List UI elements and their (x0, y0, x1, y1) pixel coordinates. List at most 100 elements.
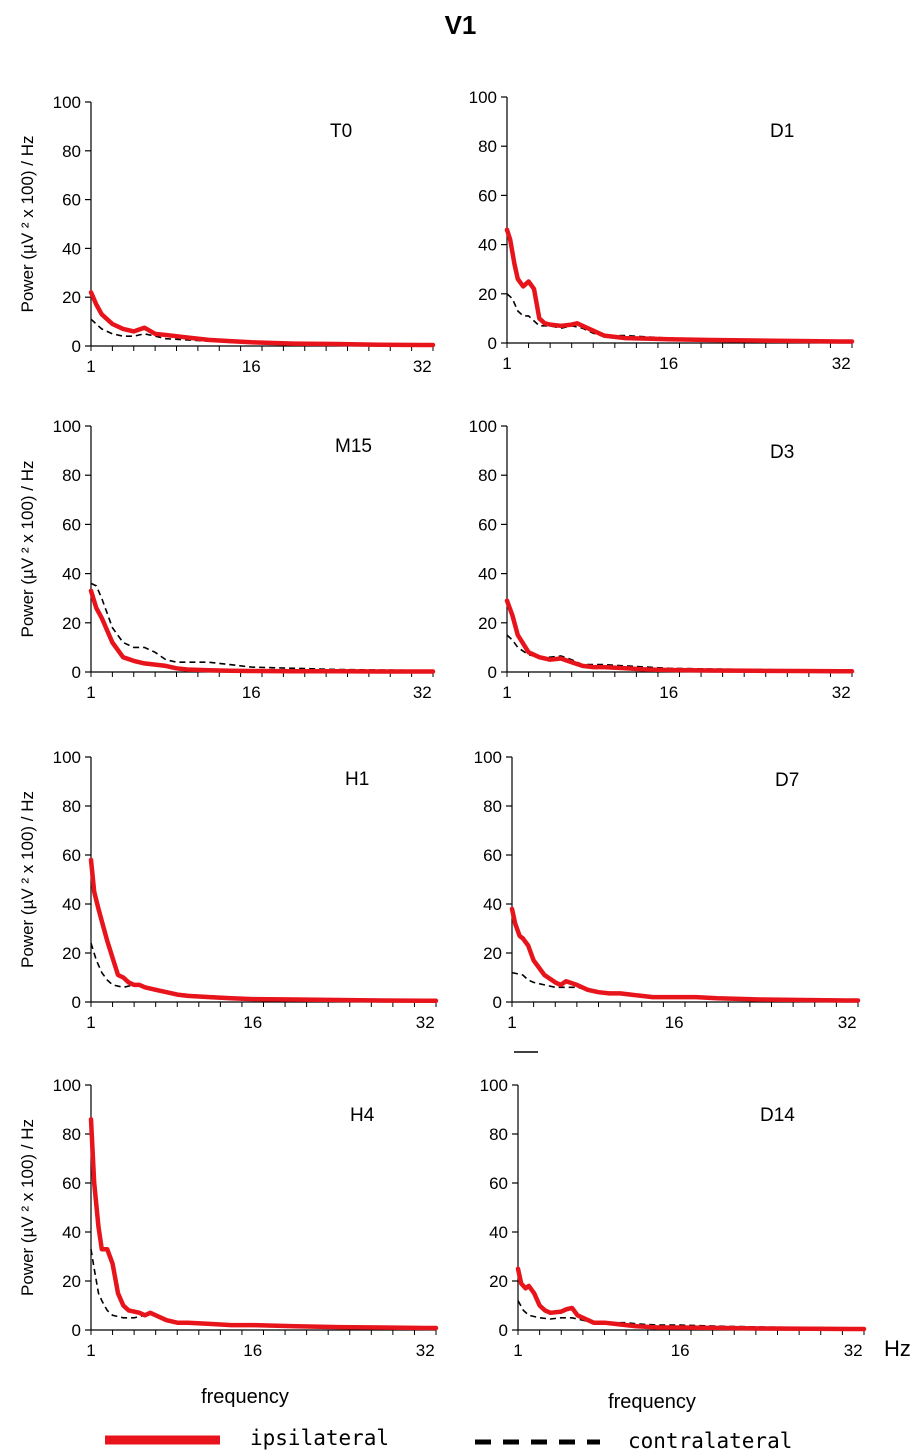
y-tick-label: 40 (62, 239, 81, 258)
x-tick-label: 32 (413, 683, 432, 702)
y-axis-label: Power (µV ² x 100) / Hz (18, 135, 37, 312)
x-tick-label: 16 (665, 1013, 684, 1032)
series-ipsilateral (515, 1266, 867, 1332)
panel-d1: 0 20 40 60 80 100 1 16 32 D1 (469, 88, 855, 373)
y-tick-label: 80 (489, 1125, 508, 1144)
xlabel-left: frequency (201, 1386, 289, 1408)
x-tick-label: 16 (671, 1341, 690, 1360)
x-tick-label: 1 (502, 683, 511, 702)
panel-d3: 0 20 40 60 80 100 1 16 32 D3 (469, 417, 855, 702)
legend: ipsilateral contralateral (105, 1426, 792, 1453)
series-contralateral (506, 293, 852, 342)
x-tick-label: 1 (502, 354, 511, 373)
x-tick-label: 1 (86, 1013, 95, 1032)
x-tick-label: 32 (416, 1013, 435, 1032)
panel-h1: 0 20 40 60 80 100 1 16 32 H1 Power (µV ² x 100) / … (18, 748, 439, 1032)
y-tick-label: 40 (483, 895, 502, 914)
y-tick-label: 80 (62, 466, 81, 485)
panel-label: D7 (775, 770, 799, 791)
y-tick-label: 20 (478, 285, 497, 304)
y-tick-label: 40 (489, 1223, 508, 1242)
y-tick-label: 100 (480, 1076, 508, 1095)
x-tick-label: 1 (86, 683, 95, 702)
series-ipsilateral (88, 588, 436, 674)
series-ipsilateral (88, 290, 436, 348)
xlabel-right: frequency (608, 1391, 696, 1413)
panel-t0: 0 20 40 60 80 100 1 16 32 T0 Power (µV ² x 100) / … (18, 93, 436, 376)
panel-label: D14 (760, 1105, 795, 1126)
y-tick-label: 40 (62, 895, 81, 914)
y-tick-label: 80 (62, 142, 81, 161)
x-tick-label: 16 (243, 1013, 262, 1032)
y-tick-label: 100 (53, 417, 81, 436)
x-unit-label: Hz (884, 1336, 911, 1361)
y-tick-label: 100 (53, 93, 81, 112)
y-tick-label: 80 (62, 1125, 81, 1144)
y-tick-label: 60 (62, 1174, 81, 1193)
x-tick-label: 32 (838, 1013, 857, 1032)
panel-label: H4 (350, 1105, 375, 1126)
series-contralateral (90, 582, 433, 672)
y-tick-label: 20 (62, 288, 81, 307)
y-tick-label: 60 (62, 191, 81, 210)
x-tick-label: 1 (86, 357, 95, 376)
y-tick-label: 60 (489, 1174, 508, 1193)
y-tick-label: 20 (483, 944, 502, 963)
panel-label: M15 (335, 436, 372, 457)
legend-label-ipsilateral: ipsilateral (250, 1426, 389, 1450)
x-tick-label: 16 (243, 1341, 262, 1360)
y-tick-label: 60 (62, 846, 81, 865)
y-tick-label: 40 (478, 565, 497, 584)
panel-h4: 0 20 40 60 80 100 1 16 32 H4 Power (µV ² x 100) / … (18, 1076, 439, 1360)
x-tick-label: 32 (416, 1341, 435, 1360)
y-tick-label: 100 (53, 1076, 81, 1095)
y-tick-label: 0 (488, 663, 497, 682)
y-tick-label: 40 (62, 1223, 81, 1242)
y-tick-label: 80 (478, 137, 497, 156)
y-tick-label: 60 (478, 186, 497, 205)
series-ipsilateral (88, 1117, 439, 1331)
y-tick-label: 20 (478, 614, 497, 633)
x-tick-label: 1 (513, 1341, 522, 1360)
y-tick-label: 0 (488, 334, 497, 353)
x-tick-label: 1 (86, 1341, 95, 1360)
series-contralateral (90, 942, 436, 1002)
y-tick-label: 100 (474, 748, 502, 767)
panel-label: D1 (770, 121, 794, 142)
series-ipsilateral (88, 857, 439, 1004)
x-tick-label: 32 (832, 683, 851, 702)
y-tick-label: 60 (62, 515, 81, 534)
y-axis-label: Power (µV ² x 100) / Hz (18, 460, 37, 637)
x-tick-label: 16 (242, 683, 261, 702)
series-contralateral (517, 1300, 864, 1329)
y-tick-label: 0 (72, 337, 81, 356)
panel-label: D3 (770, 442, 794, 463)
y-tick-label: 0 (72, 1321, 81, 1340)
panel-label: H1 (345, 769, 369, 790)
x-tick-label: 16 (659, 354, 678, 373)
y-tick-label: 0 (72, 993, 81, 1012)
panel-d7: 0 20 40 60 80 100 1 16 32 D7 (474, 748, 861, 1032)
x-tick-label: 32 (844, 1341, 863, 1360)
y-tick-label: 80 (483, 797, 502, 816)
y-tick-label: 0 (493, 993, 502, 1012)
panel-d14: 0 20 40 60 80 100 1 16 32 D14 (480, 1076, 867, 1360)
y-axis-label: Power (µV ² x 100) / Hz (18, 1119, 37, 1296)
series-ipsilateral (509, 906, 861, 1003)
chart-title: V1 (444, 10, 477, 40)
y-tick-label: 40 (62, 565, 81, 584)
y-tick-label: 40 (478, 236, 497, 255)
y-tick-label: 80 (62, 797, 81, 816)
series-contralateral (506, 634, 852, 672)
y-tick-label: 100 (469, 417, 497, 436)
panel-m15: 0 20 40 60 80 100 1 16 32 M15 Power (µV ² x 100) /… (18, 417, 436, 702)
x-tick-label: 16 (242, 357, 261, 376)
y-axis-label: Power (µV ² x 100) / Hz (18, 791, 37, 968)
y-tick-label: 80 (478, 466, 497, 485)
series-ipsilateral (504, 598, 855, 674)
y-tick-label: 100 (469, 88, 497, 107)
y-tick-label: 20 (62, 944, 81, 963)
y-tick-label: 20 (62, 1272, 81, 1291)
